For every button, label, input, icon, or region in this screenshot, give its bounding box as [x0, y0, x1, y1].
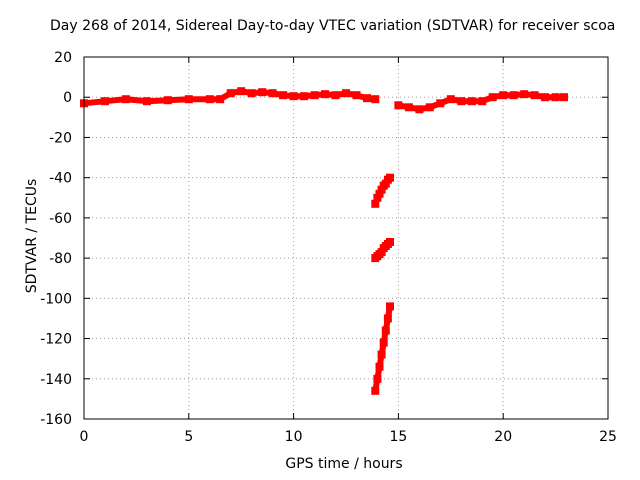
data-point [101, 97, 109, 106]
x-tick-label: 10 [285, 429, 303, 445]
data-point [386, 173, 394, 182]
data-point [352, 91, 361, 100]
data-point [300, 92, 309, 101]
data-point [530, 91, 539, 100]
data-point [331, 91, 340, 100]
y-tick-label: -40 [49, 171, 72, 187]
y-tick-label: 20 [54, 50, 72, 66]
y-tick-label: -20 [49, 130, 72, 146]
grid [84, 57, 608, 419]
y-tick-label: -120 [40, 332, 72, 348]
y-tick-label: 0 [63, 90, 72, 106]
data-point [520, 90, 529, 99]
data-point [436, 99, 445, 108]
data-point [467, 97, 476, 106]
data-point [363, 94, 371, 103]
data-point [381, 326, 390, 335]
y-tick-label: -160 [40, 412, 72, 428]
data-point [163, 96, 172, 105]
data-point [551, 93, 560, 102]
data-point [499, 91, 508, 100]
data-point [247, 89, 256, 98]
ticks: 0 5 10 15 20 25 20 0 -20 -40 -60 -80 -100 -120 -140 -16… [40, 50, 617, 445]
x-tick-label: 25 [599, 429, 617, 445]
data-point [342, 89, 350, 98]
chart-title: Day 268 of 2014, Sidereal Day-to-day VTE… [50, 18, 616, 34]
data-point [289, 92, 298, 101]
data-point [375, 362, 384, 371]
x-tick-label: 20 [494, 429, 512, 445]
data-point [509, 91, 518, 100]
data-point [394, 101, 403, 110]
y-axis-title: SDTVAR / TECUs [24, 178, 40, 294]
data-point [541, 93, 550, 102]
data-point [258, 88, 267, 97]
data-point [386, 238, 394, 246]
plot-frame [83, 56, 609, 420]
data-point [268, 89, 277, 98]
y-tick-label: -60 [49, 211, 72, 227]
data-point [478, 97, 487, 106]
data-point [371, 199, 380, 208]
data-point [379, 338, 388, 347]
data-point [205, 95, 214, 104]
data-point [560, 93, 568, 102]
data-point [488, 93, 497, 102]
data-point [142, 97, 151, 106]
data-point [121, 95, 130, 104]
data-point [226, 89, 235, 98]
data-point [373, 374, 382, 383]
data-point [386, 302, 394, 311]
data-point [279, 91, 288, 100]
x-axis-title: GPS time / hours [285, 456, 403, 472]
data-point [216, 95, 225, 104]
data-point [237, 87, 246, 96]
x-tick-label: 5 [184, 429, 193, 445]
y-tick-label: -140 [40, 372, 72, 388]
data-point [377, 350, 386, 359]
data-point [415, 105, 424, 114]
data-point [371, 386, 380, 395]
x-tick-label: 15 [389, 429, 407, 445]
data-point [446, 95, 455, 104]
y-tick-label: -100 [40, 291, 72, 307]
data-point [375, 189, 384, 198]
data-point [383, 314, 392, 323]
data-point [184, 95, 193, 104]
x-tick-label: 0 [80, 429, 89, 445]
data-points [80, 87, 568, 395]
data-point [371, 95, 380, 104]
data-point [425, 103, 434, 112]
data-point [310, 91, 319, 100]
data-point [321, 90, 329, 99]
data-point [404, 103, 413, 112]
data-point [457, 97, 466, 106]
y-tick-label: -80 [49, 251, 72, 267]
